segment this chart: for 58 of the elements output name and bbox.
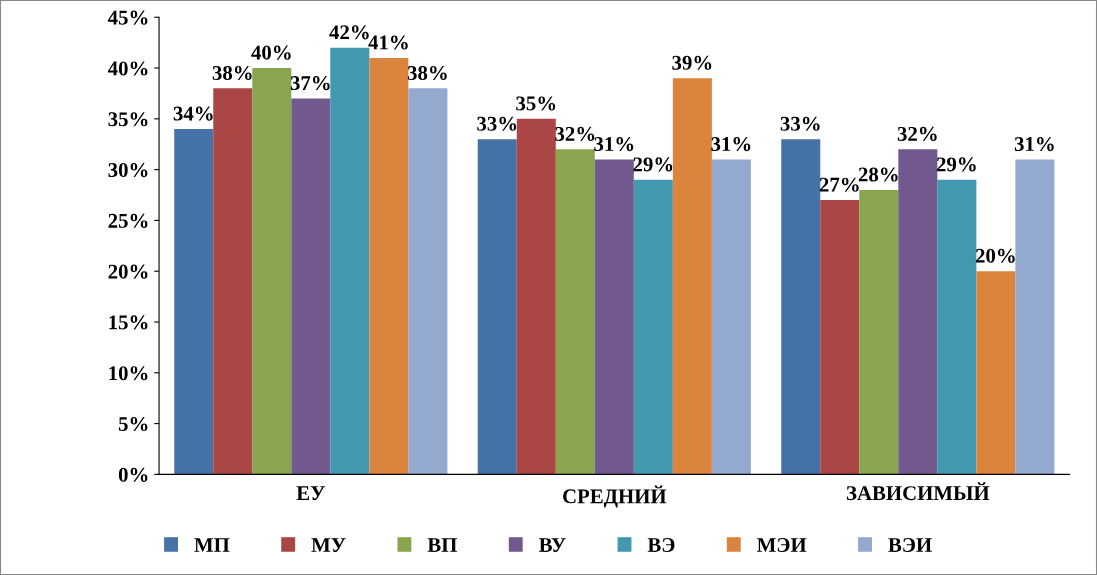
data-label: 20% [975, 248, 1015, 263]
legend-label: ВЭИ [888, 538, 932, 553]
y-tick-label: 10% [109, 366, 148, 381]
bar [369, 57, 409, 475]
y-tick-label: 20% [108, 264, 148, 279]
bar [976, 271, 1016, 475]
data-label: 33% [780, 116, 820, 131]
x-tick-label: ЕУ [296, 486, 325, 501]
x-tick-label: ЗАВИСИМЫЙ [846, 482, 990, 501]
data-label: 33% [477, 116, 517, 131]
y-tick-label: 40% [107, 61, 148, 76]
bar [594, 159, 634, 475]
bar [330, 47, 370, 475]
data-label: 31% [594, 137, 634, 152]
y-tick-label: 45% [107, 10, 148, 25]
data-label: 31% [1014, 137, 1054, 152]
data-label: 39% [672, 55, 712, 70]
bar [213, 88, 253, 475]
bar [711, 159, 751, 475]
bar [555, 149, 595, 475]
bar [937, 179, 977, 475]
data-label: 28% [858, 167, 898, 182]
bar [516, 118, 556, 475]
y-tick-label: 35% [108, 112, 148, 127]
y-tick-label: 5% [118, 416, 148, 432]
bar [1015, 159, 1055, 475]
y-tick-label: 25% [108, 213, 148, 228]
y-tick-label: 15% [109, 315, 148, 330]
bar [477, 139, 517, 475]
bar [820, 200, 860, 475]
y-tick-label: 30% [108, 163, 148, 178]
legend-label: ВП [427, 538, 458, 552]
data-label: 32% [897, 126, 937, 141]
bar [672, 78, 712, 475]
bar [633, 179, 673, 475]
y-tick-label: 0% [118, 467, 148, 482]
data-label: 38% [407, 65, 447, 81]
legend-label: ВЭ [647, 538, 675, 553]
legend-label: МЭИ [757, 538, 807, 553]
legend-label: МУ [311, 538, 346, 553]
data-label: 41% [368, 35, 408, 50]
data-label: 29% [936, 157, 976, 172]
bar [898, 149, 938, 475]
bar [291, 98, 331, 475]
data-label: 40% [251, 45, 291, 60]
data-label: 38% [212, 65, 252, 81]
bar [252, 68, 292, 475]
data-label: 42% [329, 25, 369, 40]
data-label: 34% [173, 106, 213, 121]
bar [781, 139, 821, 475]
bar [408, 88, 448, 475]
data-label: 29% [633, 157, 673, 172]
legend-label: МП [194, 538, 230, 552]
x-tick-label: СРЕДНИЙ [563, 485, 667, 508]
bar [174, 128, 214, 475]
legend-label: ВУ [539, 538, 566, 553]
bar [859, 189, 899, 475]
data-label: 35% [516, 96, 556, 111]
